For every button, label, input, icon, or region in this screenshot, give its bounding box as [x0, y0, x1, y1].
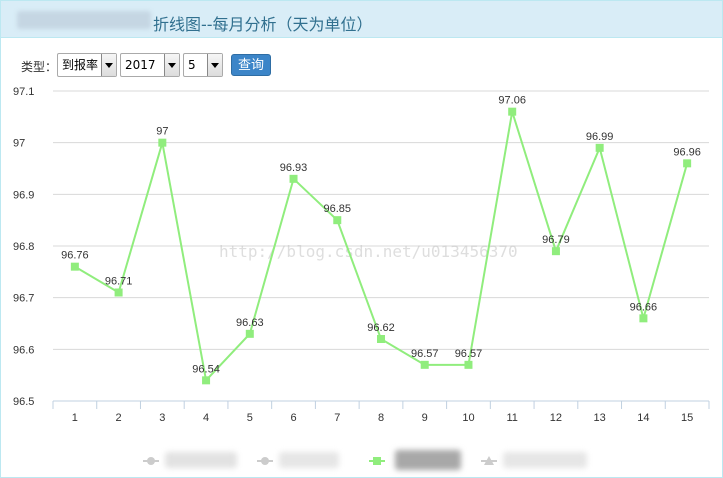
- data-label: 97.06: [498, 95, 526, 107]
- data-label: 96.63: [236, 317, 264, 329]
- data-point: [639, 314, 648, 323]
- data-point: [508, 107, 517, 116]
- chevron-down-icon: [164, 54, 179, 76]
- data-point: [289, 174, 298, 183]
- data-points: [70, 107, 692, 385]
- x-tick-label: 9: [422, 412, 428, 424]
- month-select-value: 5: [188, 58, 196, 72]
- data-label: 96.57: [411, 348, 439, 360]
- data-point: [595, 143, 604, 152]
- y-tick-label: 97: [13, 138, 25, 150]
- x-tick-label: 2: [116, 412, 122, 424]
- panel-header: 折线图--每月分析（天为单位）: [1, 1, 722, 38]
- x-tick-label: 1: [72, 412, 78, 424]
- data-point: [70, 262, 79, 271]
- x-tick-label: 10: [462, 412, 474, 424]
- data-point: [377, 335, 385, 343]
- query-button[interactable]: 查询: [231, 54, 271, 76]
- data-point: [202, 376, 211, 385]
- square-marker-icon: [373, 457, 381, 465]
- x-tick-label: 11: [506, 412, 517, 424]
- y-tick-label: 96.7: [13, 293, 34, 305]
- data-point: [420, 360, 429, 369]
- legend-label-redacted: [279, 452, 339, 468]
- data-label: 96.99: [586, 131, 614, 143]
- data-label: 96.76: [61, 250, 89, 262]
- data-point: [683, 159, 692, 168]
- watermark: http://blog.csdn.net/u013456370: [219, 242, 518, 261]
- data-label: 96.66: [630, 301, 658, 313]
- y-axis: 96.5 96.6 96.7 96.8 96.9 97 97.1: [13, 86, 34, 408]
- year-select[interactable]: 2017: [120, 53, 180, 77]
- triangle-marker-icon: [484, 456, 494, 465]
- y-tick-label: 96.5: [13, 396, 34, 408]
- legend-label-redacted: [165, 452, 237, 468]
- data-label: 96.79: [542, 234, 570, 246]
- panel-title: 折线图--每月分析（天为单位）: [153, 15, 373, 34]
- data-point: [551, 247, 560, 256]
- month-select[interactable]: 5: [183, 53, 223, 77]
- y-tick-label: 97.1: [13, 86, 34, 98]
- y-tick-label: 96.9: [13, 189, 34, 201]
- x-tick-label: 8: [378, 412, 384, 424]
- chevron-down-icon: [101, 54, 116, 76]
- x-tick-label: 13: [594, 412, 606, 424]
- type-select-value: 到报率: [62, 58, 99, 72]
- legend-label-redacted: [395, 450, 461, 470]
- data-label: 96.54: [192, 363, 220, 375]
- x-tick-label: 14: [637, 412, 649, 424]
- redacted-title-prefix: [17, 11, 151, 29]
- data-point: [333, 216, 342, 225]
- data-label: 96.85: [324, 203, 352, 215]
- legend-label-redacted: [503, 452, 587, 468]
- legend: [143, 456, 497, 465]
- data-point: [245, 329, 254, 338]
- x-tick-label: 5: [247, 412, 253, 424]
- x-axis: 1 2 3 4 5 6 7 8 9 10 11 12 13 14 15: [52, 400, 710, 424]
- y-tick-label: 96.8: [13, 241, 34, 253]
- data-label: 96.96: [673, 146, 701, 158]
- data-label: 96.93: [280, 162, 308, 174]
- x-tick-label: 4: [203, 412, 209, 424]
- data-labels: 96.76 96.71 97 96.54 96.63 96.93 96.85 96.62 96.…: [61, 95, 701, 376]
- type-select[interactable]: 到报率: [57, 53, 117, 77]
- data-point: [158, 138, 167, 147]
- y-tick-label: 96.6: [13, 344, 34, 356]
- year-select-value: 2017: [125, 58, 156, 72]
- data-label: 97: [156, 126, 168, 138]
- x-tick-label: 3: [159, 412, 165, 424]
- circle-marker-icon: [147, 457, 155, 465]
- data-label: 96.71: [105, 276, 133, 288]
- type-label: 类型：: [21, 60, 58, 74]
- data-point: [114, 288, 123, 297]
- x-tick-label: 12: [550, 412, 562, 424]
- x-tick-label: 15: [681, 412, 693, 424]
- chevron-down-icon: [207, 54, 222, 76]
- circle-marker-icon: [261, 457, 269, 465]
- x-tick-label: 6: [290, 412, 296, 424]
- data-point: [464, 360, 473, 369]
- data-label: 96.62: [367, 322, 395, 334]
- x-tick-label: 7: [334, 412, 340, 424]
- data-label: 96.57: [455, 348, 483, 360]
